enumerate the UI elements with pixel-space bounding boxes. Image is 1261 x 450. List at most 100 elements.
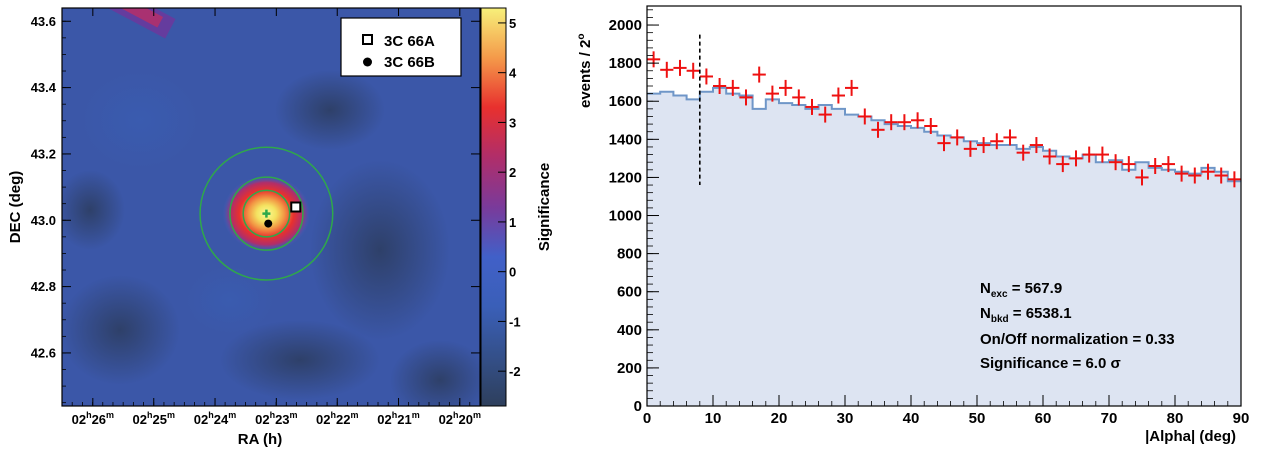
map-x-tick-label: 02h22m — [316, 410, 358, 427]
map-x-tick-label: 02h21m — [377, 410, 419, 427]
map-circles — [199, 146, 334, 281]
histogram-y-tick-label: 1600 — [609, 93, 642, 110]
on-data-point — [1122, 156, 1136, 173]
on-data-point — [779, 79, 793, 96]
histogram-y-tick-label: 200 — [617, 360, 642, 377]
y-axis-degree: o — [576, 34, 587, 40]
on-data-point — [924, 118, 938, 134]
colorbar — [481, 8, 506, 406]
on-data-point — [647, 51, 661, 68]
on-data-point — [871, 121, 885, 138]
map-x-tick-label: 02h25m — [133, 410, 175, 427]
legend-entry-3c66b: 3C 66B — [384, 54, 435, 71]
on-data-point — [1135, 169, 1149, 186]
on-data-point — [726, 79, 740, 96]
map-y-axis-title: DEC (deg) — [7, 171, 24, 244]
on-data-point — [1148, 158, 1162, 174]
colorbar-tick-label: -2 — [509, 364, 521, 379]
map-y-tick-label: 42.8 — [31, 279, 56, 294]
histogram-y-axis-title: events / 2o — [576, 34, 594, 108]
colorbar-tick-label: 5 — [509, 16, 516, 31]
on-data-point — [765, 85, 779, 102]
alpha-histogram-panel: 0 10 20 30 40 50 60 70 80 90 0 200 400 600 800 1000 120… — [576, 5, 1250, 445]
on-data-point — [1201, 163, 1215, 180]
on-data-point — [660, 61, 674, 78]
histogram-x-tick-label: 0 — [643, 410, 651, 427]
histogram-y-tick-label: 800 — [617, 246, 642, 263]
map-x-tick-label: 02h23m — [255, 410, 297, 427]
theta-circle-2 — [229, 176, 304, 251]
on-data-point — [1161, 156, 1175, 173]
map-x-tick-label: 02h20m — [439, 410, 481, 427]
colorbar-tick-label: 0 — [509, 265, 516, 280]
on-data-point — [845, 79, 859, 96]
theta-circle-1 — [242, 189, 291, 238]
on-data-point — [686, 62, 700, 79]
off-histogram-fill — [647, 87, 1241, 407]
square-marker-icon — [362, 34, 373, 45]
stats-line-4: Significance = 6.0 σ — [980, 355, 1121, 372]
histogram-stats: Nexc = 567.9 Nbkd = 6538.1 On/Off normaliz… — [980, 280, 1175, 372]
histogram-x-tick-label: 20 — [771, 410, 788, 427]
source-3c66a-marker — [290, 201, 302, 213]
on-data-point — [897, 114, 911, 131]
colorbar-tick-label: -1 — [509, 314, 521, 329]
stats-line-1: Nexc = 567.9 — [980, 280, 1062, 300]
map-y-tick-label: 43.2 — [31, 146, 56, 161]
theta-circle-3 — [199, 146, 334, 281]
on-data-point — [990, 133, 1004, 150]
histogram-y-tick-label: 600 — [617, 284, 642, 301]
colorbar-title: Significance — [536, 163, 553, 251]
map-x-ticks: 02h26m 02h25m 02h24m 02h23m 02h22m 02h21m 02h2… — [61, 8, 481, 427]
on-data-point — [858, 108, 872, 125]
histogram-x-tick-label: 90 — [1233, 410, 1250, 427]
on-data-point — [1214, 167, 1228, 184]
on-data-point — [1227, 171, 1241, 188]
on-data-point — [1109, 154, 1123, 171]
on-data-point — [950, 129, 964, 146]
on-data-point — [963, 140, 977, 157]
on-data-points — [647, 51, 1241, 188]
histogram-y-tick-label: 0 — [634, 398, 642, 415]
stats-line-3: On/Off normalization = 0.33 — [980, 331, 1175, 348]
map-y-ticks: 42.6 42.8 43.0 43.2 43.4 43.6 — [31, 14, 480, 404]
on-data-point — [673, 59, 687, 76]
histogram-x-tick-label: 30 — [837, 410, 854, 427]
map-sources — [262, 201, 302, 228]
on-data-point — [1175, 165, 1189, 182]
secondary-hotspot — [108, 8, 176, 39]
on-data-point — [1043, 148, 1057, 165]
circle-marker-icon — [363, 57, 372, 67]
on-data-point — [805, 98, 819, 115]
on-data-point — [713, 78, 727, 94]
on-data-point — [977, 137, 991, 154]
on-data-point — [1029, 137, 1043, 154]
histogram-y-tick-label: 1800 — [609, 55, 642, 72]
legend-entry-3c66a: 3C 66A — [384, 33, 435, 50]
on-data-point — [911, 112, 925, 129]
fit-position-cross — [262, 209, 271, 218]
on-data-point — [752, 66, 766, 83]
stats-line-2: Nbkd = 6538.1 — [980, 305, 1072, 325]
on-data-point — [1003, 129, 1017, 146]
colorbar-tick-label: 2 — [509, 165, 516, 180]
on-data-point — [739, 89, 753, 106]
histogram-y-tick-label: 400 — [617, 322, 642, 339]
colorbar-tick-label: 1 — [509, 215, 516, 230]
histogram-y-tick-label: 2000 — [609, 17, 642, 34]
histogram-x-axis-title: |Alpha| (deg) — [1145, 428, 1236, 445]
on-data-point — [937, 135, 951, 152]
on-data-point — [1095, 146, 1109, 163]
map-y-tick-label: 43.0 — [31, 213, 56, 228]
histogram-x-tick-label: 50 — [969, 410, 986, 427]
histogram-x-ticks: 0 10 20 30 40 50 60 70 80 90 — [643, 395, 1250, 427]
colorbar-tick-label: 4 — [509, 66, 517, 81]
map-texture — [62, 70, 480, 406]
map-x-tick-label: 02h24m — [194, 410, 236, 427]
histogram-x-tick-label: 70 — [1101, 410, 1118, 427]
on-data-point — [831, 87, 845, 104]
map-legend: 3C 66A 3C 66B — [340, 17, 462, 77]
y-axis-main: events / 2 — [577, 40, 594, 108]
histogram-x-tick-label: 10 — [705, 410, 722, 427]
